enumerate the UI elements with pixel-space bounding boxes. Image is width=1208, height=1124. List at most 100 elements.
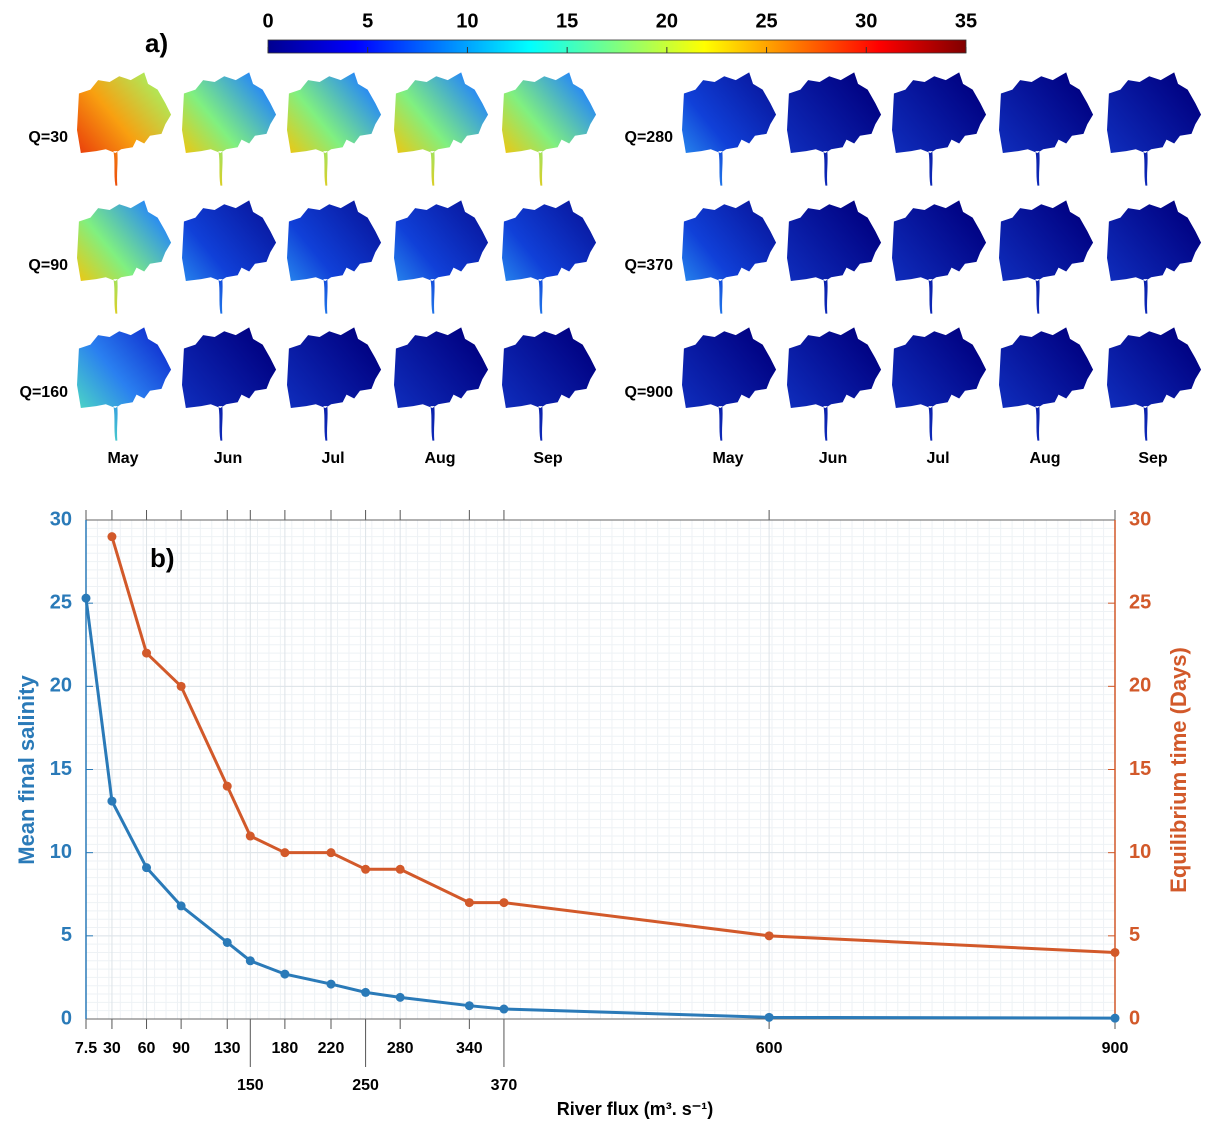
row-label: Q=280 [625, 129, 674, 146]
salinity-map [892, 72, 987, 186]
salinity-map [394, 200, 489, 314]
x-axis-label: River flux (m³. s⁻¹) [557, 1099, 714, 1119]
month-label: May [712, 450, 743, 467]
series-marker [464, 898, 474, 908]
series-marker [222, 937, 232, 947]
y-tick-label: 30 [50, 508, 72, 530]
row-label: Q=160 [20, 384, 69, 401]
y2-tick-label: 30 [1129, 508, 1151, 530]
x-tick-label: 30 [103, 1040, 121, 1057]
series-marker [499, 898, 509, 908]
y2-tick-label: 5 [1129, 924, 1140, 946]
x-tick-label: 250 [352, 1077, 379, 1094]
colorbar-tick-label: 0 [262, 10, 273, 32]
y2-tick-label: 20 [1129, 675, 1151, 697]
x-tick-label: 280 [387, 1040, 414, 1057]
panel-label: a) [145, 28, 168, 58]
series-marker [764, 1012, 774, 1022]
salinity-map [77, 72, 172, 186]
y2-tick-label: 15 [1129, 758, 1151, 780]
month-label: May [107, 450, 138, 467]
salinity-map [502, 200, 597, 314]
x-tick-label: 7.5 [75, 1040, 97, 1057]
month-label: Aug [424, 450, 455, 467]
row-label: Q=30 [28, 129, 68, 146]
row-label: Q=900 [625, 384, 674, 401]
series-marker [81, 593, 91, 603]
y-tick-label: 5 [61, 924, 72, 946]
x-tick-label: 370 [491, 1077, 518, 1094]
y2-tick-label: 25 [1129, 591, 1151, 613]
month-label: Sep [533, 450, 563, 467]
row-label: Q=370 [625, 257, 674, 274]
colorbar [267, 39, 967, 54]
y-tick-label: 15 [50, 758, 72, 780]
x-tick-label: 220 [318, 1040, 345, 1057]
salinity-map [1107, 72, 1202, 186]
series-marker [326, 979, 336, 989]
x-tick-label: 90 [172, 1040, 190, 1057]
x-tick-label: 60 [138, 1040, 156, 1057]
series-marker [176, 901, 186, 911]
series-marker [280, 969, 290, 979]
salinity-map [287, 327, 382, 441]
series-marker [142, 648, 152, 658]
colorbar-tick-label: 20 [656, 10, 678, 32]
series-marker [395, 992, 405, 1002]
month-label: Jul [321, 450, 344, 467]
series-marker [499, 1004, 509, 1014]
salinity-map [892, 200, 987, 314]
series-marker [326, 848, 336, 858]
y2-axis-label: Equilibrium time (Days) [1166, 647, 1191, 893]
salinity-map [77, 200, 172, 314]
x-tick-label: 150 [237, 1077, 264, 1094]
y-tick-label: 25 [50, 591, 72, 613]
salinity-map [999, 327, 1094, 441]
series-marker [280, 848, 290, 858]
colorbar-tick-label: 25 [755, 10, 777, 32]
salinity-map [182, 72, 277, 186]
colorbar-tick-label: 10 [456, 10, 478, 32]
salinity-map [999, 72, 1094, 186]
salinity-map [787, 72, 882, 186]
salinity-map [682, 327, 777, 441]
salinity-map [892, 327, 987, 441]
series-marker [245, 831, 255, 841]
series-marker [107, 532, 117, 542]
salinity-maps: Q=30 Q=90 Q=160 May Jun Jul Aug Sep Q=280 Q=370 Q=… [20, 72, 1202, 467]
salinity-map [77, 327, 172, 441]
salinity-map [502, 327, 597, 441]
y2-tick-label: 10 [1129, 841, 1151, 863]
series-marker [176, 681, 186, 691]
series-marker [764, 931, 774, 941]
x-tick-label: 600 [756, 1040, 783, 1057]
salinity-map [682, 200, 777, 314]
x-tick-label: 180 [272, 1040, 299, 1057]
y-tick-label: 20 [50, 675, 72, 697]
series-marker [464, 1001, 474, 1011]
series-marker [142, 863, 152, 873]
series-marker [1110, 1013, 1120, 1023]
series-marker [361, 864, 371, 874]
month-label: Jul [926, 450, 949, 467]
month-label: Sep [1138, 450, 1168, 467]
y-axis-label: Mean final salinity [14, 674, 39, 864]
row-label: Q=90 [28, 257, 68, 274]
series-marker [1110, 947, 1120, 957]
y-tick-label: 10 [50, 841, 72, 863]
month-label: Jun [214, 450, 242, 467]
colorbar-tick-label: 15 [556, 10, 578, 32]
series-marker [361, 987, 371, 997]
series-marker [245, 956, 255, 966]
salinity-map [682, 72, 777, 186]
panel-label: b) [150, 543, 175, 573]
series-marker [395, 864, 405, 874]
colorbar-tick-label: 5 [362, 10, 373, 32]
y-tick-label: 0 [61, 1007, 72, 1029]
x-tick-label: 130 [214, 1040, 241, 1057]
salinity-map [287, 200, 382, 314]
x-tick-label: 900 [1102, 1040, 1129, 1057]
colorbar-tick-label: 35 [955, 10, 977, 32]
series-line [84, 597, 1116, 1020]
salinity-map [999, 200, 1094, 314]
